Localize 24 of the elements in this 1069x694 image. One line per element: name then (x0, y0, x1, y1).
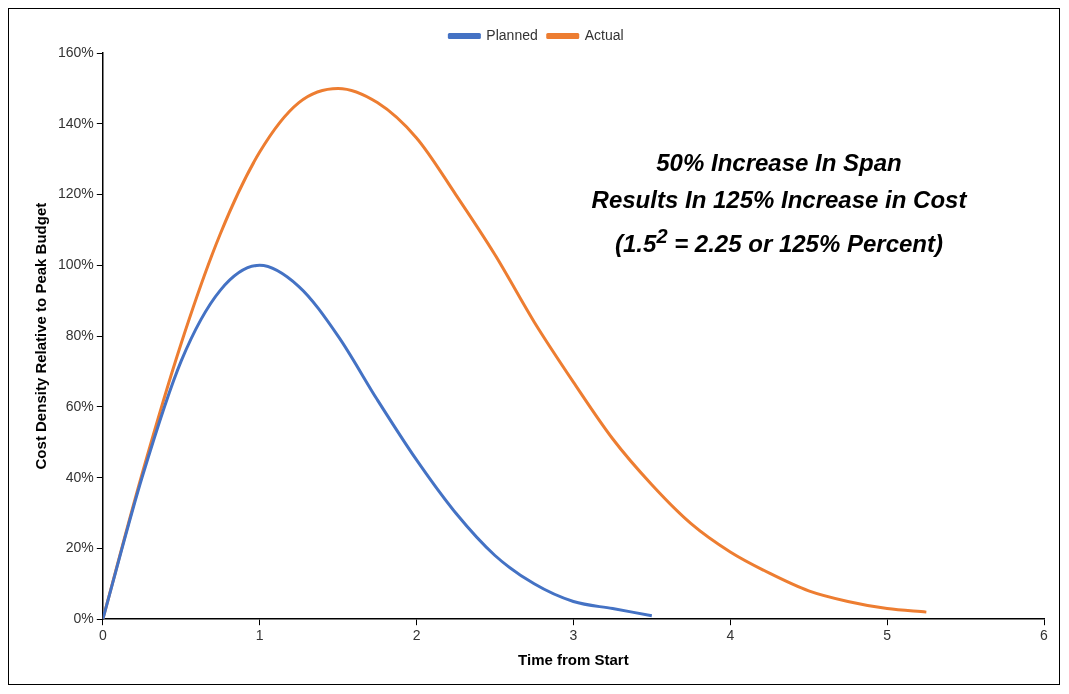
y-tick-label: 120% (57, 185, 94, 202)
line-series (102, 263, 654, 620)
legend-label: Planned (486, 26, 538, 43)
y-tick-label: 40% (65, 468, 94, 485)
x-tick-label: 0 (98, 627, 107, 644)
annotation: 50% Increase In Span (655, 148, 903, 178)
y-tick-label: 20% (65, 539, 94, 556)
y-tick-label: 140% (57, 114, 94, 131)
annotation: Results In 125% Increase in Cost (590, 185, 969, 215)
x-tick-label: 4 (726, 627, 735, 644)
y-tick-label: 160% (57, 43, 94, 60)
y-tick-label: 0% (73, 610, 94, 627)
y-tick-label: 100% (57, 256, 94, 273)
x-tick-label: 1 (255, 627, 264, 644)
y-tick-label: 60% (65, 397, 94, 414)
annotation: (1.5$^{2}$ = 2.25 or 125% Percent) (614, 224, 944, 259)
legend-label: Actual (584, 26, 624, 43)
y-tick-label: 80% (65, 326, 94, 343)
x-axis-title: Time from Start (518, 651, 629, 669)
x-tick-label: 2 (412, 627, 421, 644)
x-tick-label: 5 (883, 627, 892, 644)
x-tick-label: 3 (569, 627, 578, 644)
y-axis-title: Cost Density Relative to Peak Budget (32, 202, 50, 470)
x-tick-label: 6 (1040, 627, 1049, 644)
